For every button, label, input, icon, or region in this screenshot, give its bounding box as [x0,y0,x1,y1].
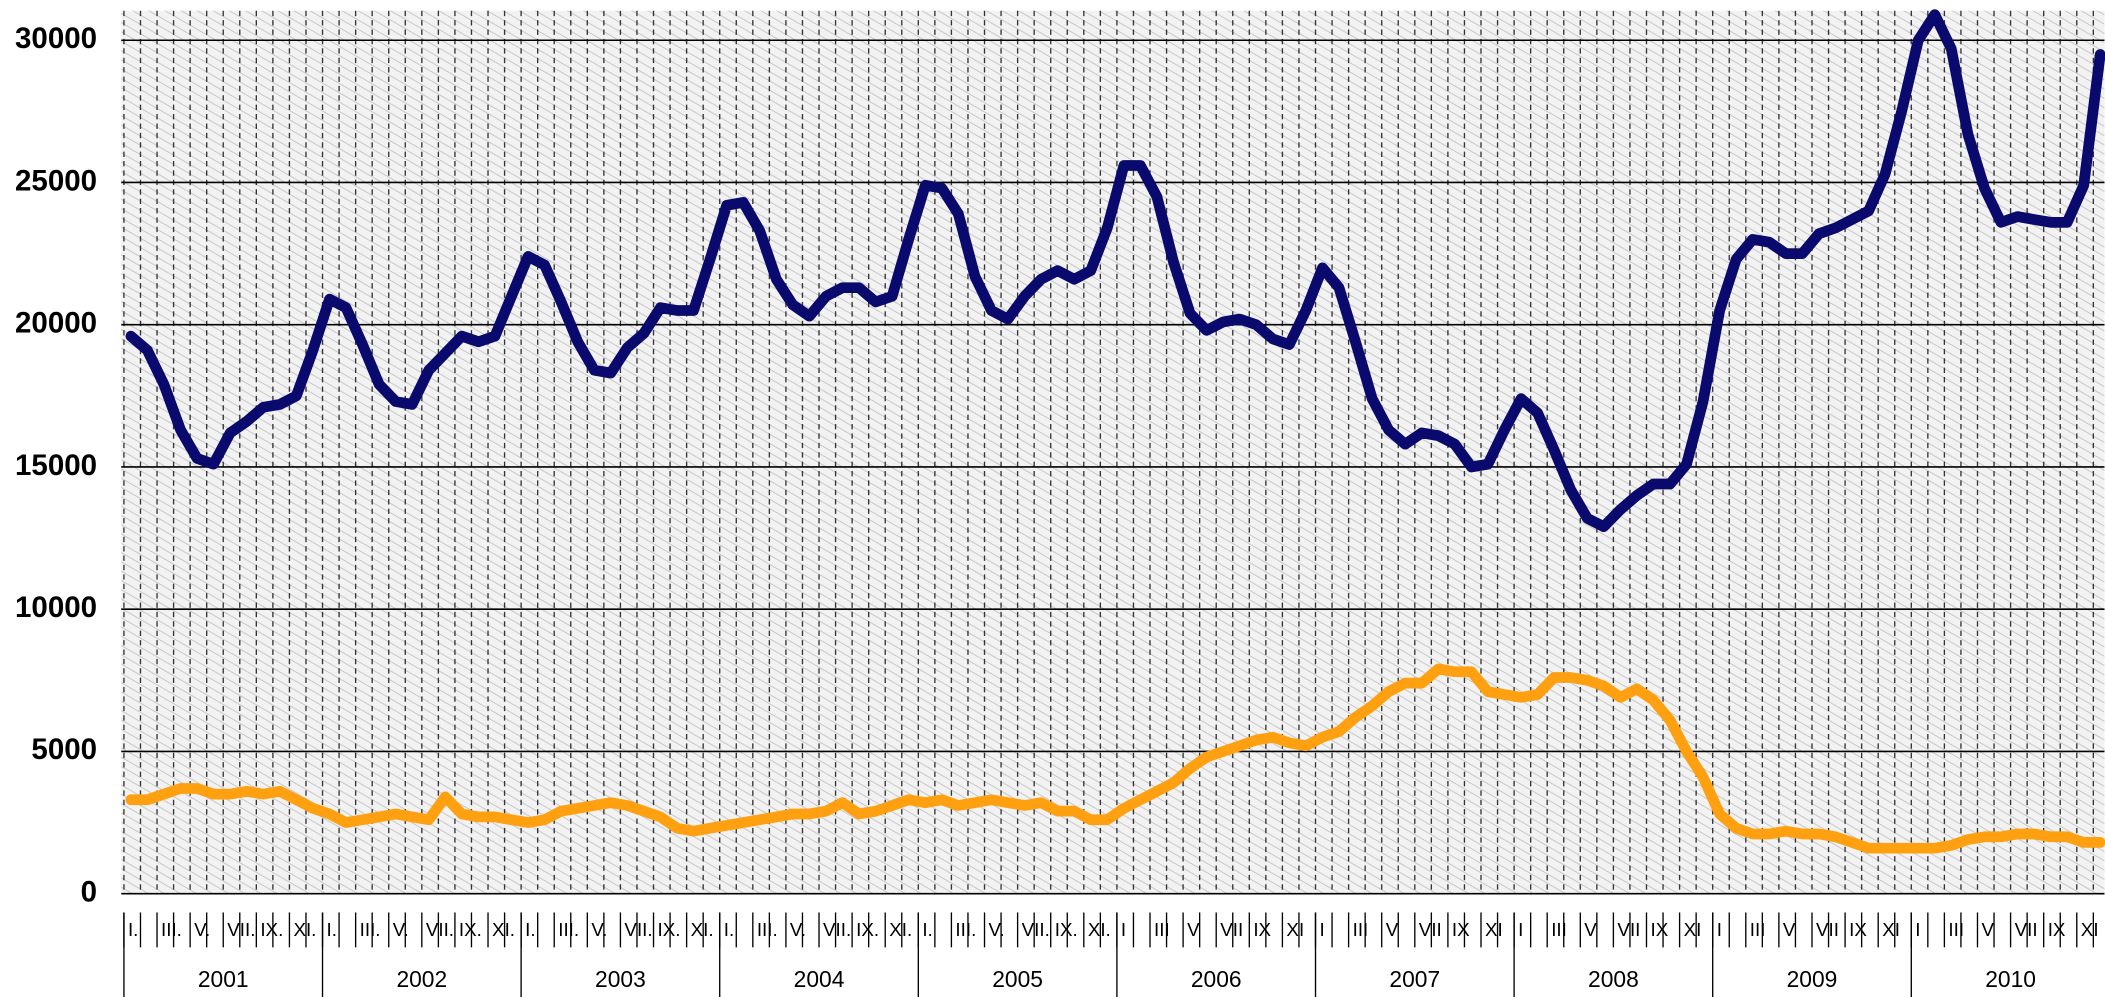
x-tick-label: VII. [227,919,255,940]
x-tick-label: I [1121,919,1126,940]
x-tick-label: XI [1286,919,1304,940]
x-tick-label: I. [724,919,734,940]
x-tick-label: VII. [624,919,652,940]
x-tick-label: V. [989,919,1005,940]
series-line [125,663,2105,854]
x-tick-label: V [1584,919,1597,940]
x-tick-label: VII [1419,919,1442,940]
y-tick-label: 30000 [15,22,97,55]
year-label: 2001 [198,966,249,992]
x-tick-label: IX [1849,919,1867,940]
y-tick-label: 25000 [15,164,97,197]
x-tick-label: VII [1816,919,1839,940]
x-tick-label: XI [1684,919,1702,940]
y-tick-label: 5000 [31,733,97,766]
x-tick-label: III. [955,919,976,940]
series-line [125,9,2105,533]
x-tick-label: XI. [1088,919,1111,940]
x-tick-label: I [1915,919,1920,940]
x-tick-label: XI [1882,919,1900,940]
x-tick-label: IX [1651,919,1669,940]
x-tick-label: I. [128,919,138,940]
y-tick-label: 0 [81,875,97,908]
x-tick-label: III [1948,919,1964,940]
year-label: 2005 [992,966,1043,992]
y-tick-label: 15000 [15,449,97,482]
x-tick-label: I [1320,919,1325,940]
x-tick-label: III [1353,919,1369,940]
x-tick-label: IX [1452,919,1470,940]
x-tick-label: V. [591,919,607,940]
y-tick-label: 20000 [15,307,97,340]
x-tick-label: XI. [492,919,515,940]
x-tick-label: V. [393,919,409,940]
plot-background [121,10,2105,894]
x-tick-label: XI [2081,919,2099,940]
x-tick-label: VII [1617,919,1640,940]
x-tick-label: V [1386,919,1399,940]
y-tick-label: 10000 [15,591,97,624]
x-tick-label: XI. [691,919,714,940]
year-label: 2010 [1985,966,2036,992]
x-tick-label: I [1518,919,1523,940]
x-tick-label: VII [2015,919,2038,940]
x-tick-label: IX [1253,919,1271,940]
x-tick-label: I. [525,919,535,940]
year-label: 2002 [396,966,447,992]
year-label: 2006 [1191,966,1242,992]
x-tick-label: IX. [459,919,482,940]
x-tick-label: III [1154,919,1170,940]
year-label: 2007 [1389,966,1440,992]
x-tick-label: XI [1485,919,1503,940]
x-tick-label: V [1783,919,1796,940]
x-tick-label: III [1551,919,1567,940]
x-tick-label: V. [194,919,210,940]
x-tick-label: XI. [889,919,912,940]
x-tick-label: III. [757,919,778,940]
x-tick-label: III. [360,919,381,940]
x-tick-label: IX. [856,919,879,940]
x-tick-label: V. [790,919,806,940]
x-tick-label: III. [161,919,182,940]
year-label: 2009 [1787,966,1838,992]
x-tick-label: VII. [426,919,454,940]
x-tick-label: III [1750,919,1766,940]
x-tick-label: V [1187,919,1200,940]
x-tick-label: VII. [1022,919,1050,940]
x-tick-label: IX [2048,919,2066,940]
x-tick-label: I [1717,919,1722,940]
year-label: 2004 [794,966,845,992]
x-tick-label: III. [558,919,579,940]
x-tick-label: IX. [658,919,681,940]
x-tick-label: VII. [823,919,851,940]
x-tick-label: I. [327,919,337,940]
year-label: 2003 [595,966,646,992]
x-tick-label: IX. [1055,919,1078,940]
year-label: 2008 [1588,966,1639,992]
x-tick-label: V [1982,919,1995,940]
x-tick-label: I. [922,919,932,940]
x-tick-label: XI. [293,919,316,940]
x-tick-label: IX. [260,919,283,940]
x-tick-label: VII [1220,919,1243,940]
